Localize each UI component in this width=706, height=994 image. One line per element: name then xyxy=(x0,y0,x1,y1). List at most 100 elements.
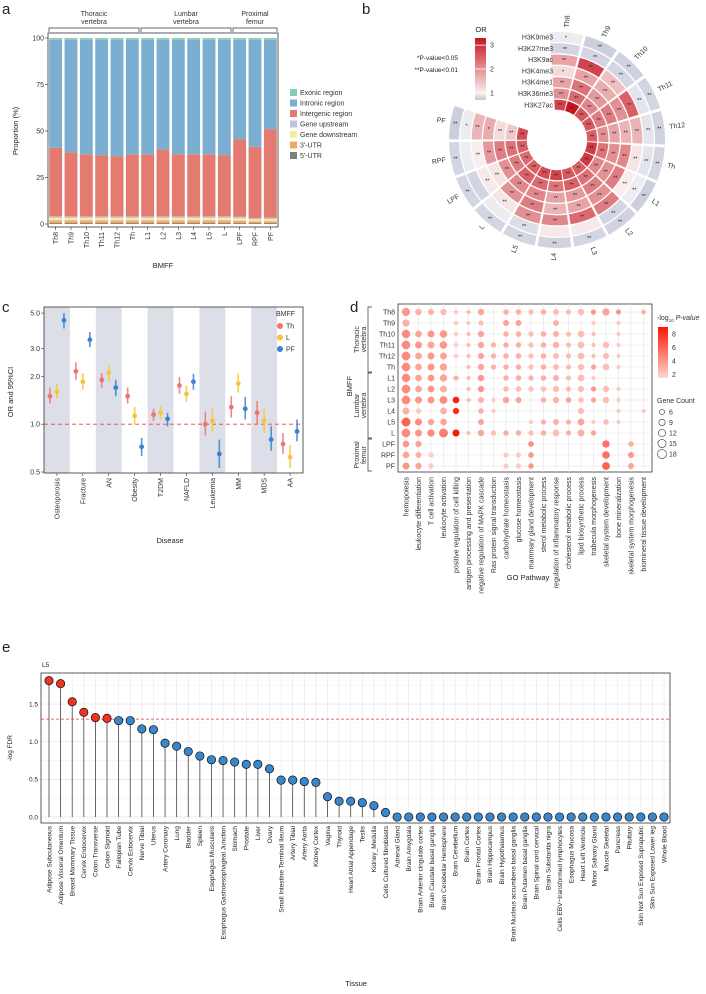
colorbar-tick-label: 1 xyxy=(490,90,494,97)
panel-e-ylabel: -log FDR xyxy=(7,735,14,761)
enrichment-dot xyxy=(553,353,559,359)
lollipop-point xyxy=(218,755,228,766)
size-legend-circle xyxy=(658,419,666,426)
row-label: Th12 xyxy=(379,354,395,361)
group-label: Thoracic xyxy=(354,326,361,353)
significance-stars: ** xyxy=(588,65,593,71)
x-tick-label: Heart Atrial Appendage xyxy=(348,826,355,893)
x-tick-label: Stomach xyxy=(232,826,239,852)
enrichment-dot xyxy=(477,374,485,382)
bar-segment-intronic-region xyxy=(79,39,93,155)
colorbar-tick-label: 3 xyxy=(490,43,494,50)
x-tick-label: PF xyxy=(268,232,275,241)
sector-label: L4 xyxy=(551,253,558,261)
significance-stars: ** xyxy=(593,55,598,61)
significance-stars: ** xyxy=(594,163,599,169)
lollipop-point xyxy=(647,812,657,822)
significance-stars: ** xyxy=(604,202,609,208)
enrichment-dot xyxy=(565,331,572,337)
lollipop-point xyxy=(473,812,483,822)
enrichment-dot xyxy=(590,386,597,392)
x-tick-label: Leukemia xyxy=(210,478,217,508)
enrichment-dot xyxy=(565,430,572,436)
heatmap-cell xyxy=(588,156,605,175)
enrichment-dot xyxy=(528,353,534,359)
or-point-l xyxy=(235,381,241,387)
lollipop-point xyxy=(613,812,623,822)
significance-stars: ** xyxy=(525,174,530,180)
or-point-th xyxy=(73,368,79,374)
heatmap-cell xyxy=(577,57,605,78)
heatmap-cell xyxy=(613,170,636,197)
or-point-pf xyxy=(191,379,196,385)
sector-label: PF xyxy=(436,117,446,125)
x-tick-label: Cervix Ectocervix xyxy=(128,825,135,876)
x-tick-label: LPF xyxy=(237,232,244,245)
enrichment-dot xyxy=(401,340,411,350)
significance-stars: ** xyxy=(560,81,565,87)
heatmap-cell xyxy=(500,181,524,204)
lollipop-point xyxy=(380,807,391,818)
enrichment-dot xyxy=(439,396,448,404)
lollipop-point xyxy=(79,707,89,717)
enrichment-dot xyxy=(477,352,485,360)
significance-stars: ** xyxy=(597,193,602,199)
significance-stars: ** xyxy=(524,156,529,162)
bar-segment-intronic-region xyxy=(49,39,63,148)
panel-b-note-2: **P-value<0.01 xyxy=(414,67,458,74)
heatmap-cell xyxy=(549,32,584,45)
enrichment-dot xyxy=(452,396,460,404)
enrichment-dot xyxy=(427,385,435,393)
row-label: L4 xyxy=(387,409,395,416)
x-tick-label: Thyroid xyxy=(336,826,343,848)
bar-segment-gene-downstream xyxy=(233,218,247,221)
enrichment-dot xyxy=(628,441,634,447)
color-legend-title-prefix: -log xyxy=(657,315,669,322)
enrichment-dot xyxy=(415,429,422,437)
bar-segment-gene-upstream xyxy=(233,216,247,219)
significance-stars: ** xyxy=(624,130,629,136)
enrichment-dot xyxy=(503,342,509,348)
significance-stars: ** xyxy=(498,149,503,155)
row-label: L5 xyxy=(387,420,395,427)
row-label: LPF xyxy=(382,442,395,449)
bar-segment-exonic-region xyxy=(79,38,93,40)
enrichment-dot xyxy=(478,419,484,425)
ring-label: H3K9ac xyxy=(528,57,553,64)
enrichment-dot xyxy=(577,308,585,316)
sector-label: RPF xyxy=(431,157,446,166)
significance-stars: ** xyxy=(522,224,527,230)
enrichment-dot xyxy=(553,375,559,381)
bar-segment-3-utr xyxy=(110,220,124,224)
enrichment-dot xyxy=(440,352,447,360)
enrichment-dot xyxy=(591,331,596,337)
heatmap-cell xyxy=(596,161,615,182)
x-tick-label: Brain Spinal cord cervical xyxy=(534,825,541,899)
row-label: Th9 xyxy=(383,321,395,328)
significance-stars: ** xyxy=(579,86,584,92)
legend-label: Th xyxy=(286,324,294,331)
significance-stars: ** xyxy=(584,75,589,81)
group-bracket xyxy=(367,306,372,373)
heatmap-cell xyxy=(580,46,611,68)
y-tick-label: 1.0 xyxy=(30,422,40,429)
enrichment-dot xyxy=(577,341,585,349)
column-label: glucose homeostasis xyxy=(516,477,523,543)
x-tick-label: Cervix Endocervix xyxy=(81,825,88,878)
bar-segment-gene-upstream xyxy=(125,216,139,218)
enrichment-dot xyxy=(590,309,597,315)
group-bracket xyxy=(367,438,372,472)
group-label: Lumbar xyxy=(174,11,198,18)
heatmap-cell xyxy=(626,145,643,172)
or-point-l xyxy=(209,418,215,424)
significance-stars: ** xyxy=(612,132,617,138)
enrichment-dot xyxy=(602,451,610,459)
heatmap-cell xyxy=(570,217,602,236)
x-tick-label: Testis xyxy=(360,825,367,842)
x-tick-label: Kidney_Medulla xyxy=(371,826,378,873)
x-tick-label: Colon Transverse xyxy=(93,826,100,877)
group-bracket xyxy=(367,372,372,439)
enrichment-dot xyxy=(540,430,547,436)
significance-stars: ** xyxy=(570,106,575,112)
bar-segment-intronic-region xyxy=(95,39,109,156)
